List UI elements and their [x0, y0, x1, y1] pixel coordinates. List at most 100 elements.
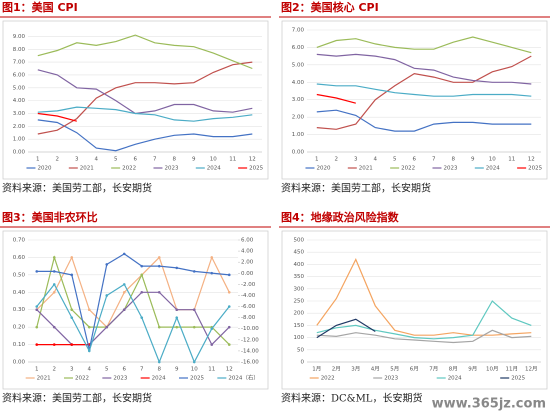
y-tick-label: 0.50	[13, 272, 26, 278]
point	[140, 273, 144, 277]
series-line	[37, 69, 253, 115]
legend-label: 2022	[321, 376, 335, 382]
x-tick-label: 11	[229, 157, 236, 163]
y2-tick-label: -4.00	[241, 293, 256, 299]
series-line	[316, 109, 532, 132]
x-tick-label: 3月	[351, 366, 360, 373]
series-line	[316, 93, 356, 104]
y-tick-label: 100	[294, 335, 305, 341]
point	[122, 252, 126, 256]
y-tick-label: 300	[294, 286, 305, 292]
point	[87, 308, 91, 312]
point	[192, 308, 196, 312]
y-tick-label: 0.00	[292, 150, 305, 156]
y-tick-label: 0.00	[13, 150, 26, 156]
chart-frame	[2, 20, 269, 180]
y-tick-label: 0.70	[13, 238, 26, 244]
x-tick-label: 8月	[449, 366, 458, 373]
y-tick-label: 7.00	[13, 60, 26, 66]
point	[175, 325, 179, 329]
series-line	[37, 34, 253, 70]
point	[70, 343, 74, 346]
point	[227, 305, 231, 308]
y2-tick-label: 0.00	[241, 271, 254, 277]
legend-label: 2024	[486, 166, 500, 172]
watermark: www.365jz.com	[432, 397, 546, 412]
y-tick-label: 150	[294, 323, 305, 329]
point	[122, 308, 126, 312]
point	[70, 308, 74, 312]
point	[105, 263, 109, 266]
chart-frame	[2, 230, 269, 390]
point	[122, 283, 126, 286]
x-tick-label: 4	[88, 367, 92, 373]
chart-title: 图3：美国非农环比	[2, 210, 98, 224]
x-tick-label: 6月	[410, 366, 419, 373]
point	[192, 325, 196, 329]
point	[227, 290, 231, 294]
series-line	[316, 55, 532, 130]
source-note: 资料来源：DC&ML，长安期货	[281, 392, 422, 405]
y-tick-label: 0.10	[13, 342, 26, 348]
x-tick-label: 12月	[525, 366, 538, 373]
legend-label: 2024	[448, 376, 462, 382]
point	[35, 270, 39, 273]
point	[157, 290, 161, 294]
y-tick-label: 2.00	[292, 115, 305, 121]
legend-label: 2024	[152, 376, 166, 382]
chart-frame	[281, 230, 548, 390]
point	[210, 343, 214, 346]
x-tick-label: 7月	[429, 366, 438, 373]
point	[52, 343, 56, 346]
x-tick-label: 3	[75, 157, 79, 163]
legend-label: 2022	[122, 166, 136, 172]
x-tick-label: 8	[158, 367, 162, 373]
x-tick-label: 9	[175, 367, 179, 373]
y-tick-label: 50	[297, 347, 304, 353]
x-tick-label: 2月	[332, 366, 341, 373]
point	[35, 308, 39, 312]
y2-tick-label: -16.00	[241, 360, 259, 366]
legend-label: 2025	[190, 376, 204, 382]
y-tick-label: 0.40	[13, 290, 26, 296]
point	[70, 273, 74, 277]
point	[52, 283, 56, 286]
source-note: 资料来源：美国劳工部，长安期货	[281, 182, 431, 195]
y2-tick-label: -10.00	[241, 326, 259, 332]
y-tick-label: 5.00	[292, 62, 305, 68]
y-tick-label: 5.00	[13, 85, 26, 91]
series-line	[37, 112, 77, 122]
x-tick-label: 10	[191, 367, 198, 373]
point	[70, 256, 74, 259]
y-tick-label: 0.20	[13, 325, 26, 331]
series-line	[316, 318, 376, 339]
point	[140, 316, 144, 319]
series-line	[316, 53, 532, 85]
point	[122, 290, 126, 294]
point	[157, 360, 161, 364]
x-tick-label: 5月	[390, 366, 399, 373]
x-tick-label: 4月	[371, 366, 380, 373]
legend-label: 2023	[443, 166, 457, 172]
legend-label: 2024（右）	[228, 374, 258, 382]
chart-title: 图2：美国核心 CPI	[281, 0, 379, 14]
point	[140, 264, 144, 268]
x-tick-label: 7	[153, 157, 157, 163]
legend-label: 2025	[249, 166, 263, 172]
point	[227, 273, 231, 277]
chart-title: 图1：美国 CPI	[2, 0, 78, 14]
series-line	[36, 255, 230, 329]
x-tick-label: 4	[374, 157, 378, 163]
y-tick-label: 4.00	[292, 80, 305, 86]
x-tick-label: 6	[123, 367, 127, 373]
y-tick-label: 4.00	[13, 98, 26, 104]
x-tick-label: 5	[105, 367, 109, 373]
legend-label: 2025	[511, 376, 525, 382]
source-note: 资料来源：美国劳工部，长安期货	[2, 392, 152, 405]
legend-label: 2022	[75, 376, 89, 382]
x-tick-label: 8	[173, 157, 177, 163]
y-tick-label: 250	[294, 299, 305, 305]
y2-tick-label: -8.00	[241, 315, 256, 321]
x-tick-label: 5	[393, 157, 397, 163]
